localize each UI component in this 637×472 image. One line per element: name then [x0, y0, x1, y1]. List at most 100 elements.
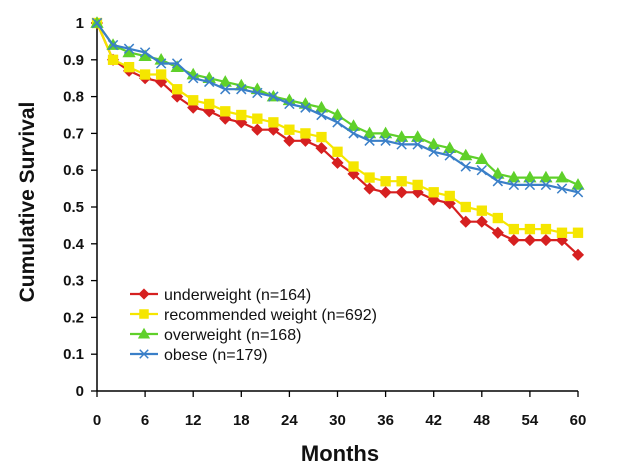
data-point — [411, 130, 425, 142]
legend-label: obese (n=179) — [164, 347, 268, 364]
data-point — [412, 179, 423, 191]
data-point — [508, 223, 520, 235]
data-point — [123, 61, 135, 73]
y-tick-label: 0.4 — [63, 236, 85, 253]
legend: underweight (n=164) recommended weight (n… — [130, 287, 377, 364]
data-point — [460, 161, 471, 172]
data-point — [523, 234, 536, 247]
data-point — [236, 109, 247, 121]
series-1 — [90, 16, 585, 261]
data-point — [476, 164, 488, 176]
data-point — [252, 113, 263, 124]
legend-entry: underweight (n=164) — [130, 287, 311, 304]
data-point — [459, 148, 473, 161]
data-point — [507, 234, 520, 247]
legend-entry: obese (n=179) — [130, 347, 268, 364]
x-tick-label: 6 — [141, 412, 149, 429]
data-point — [188, 95, 199, 106]
data-point — [412, 139, 423, 150]
data-point — [476, 205, 487, 216]
data-point — [363, 182, 376, 195]
x-tick-label: 42 — [425, 412, 442, 429]
data-point — [572, 227, 584, 238]
data-point — [220, 106, 231, 117]
y-tick-label: 0.1 — [63, 346, 84, 363]
data-point — [155, 58, 167, 69]
y-tick-label: 0.3 — [63, 273, 84, 290]
data-point — [251, 123, 264, 136]
data-point — [268, 91, 279, 102]
series-2 — [91, 17, 584, 238]
x-tick-label: 0 — [93, 412, 101, 429]
x-tick-label: 24 — [281, 412, 298, 429]
axes: 0 0.1 0.2 0.3 0.4 0.5 0.6 0.7 0.8 0.9 1 0 6 12 18 24 30 3… — [63, 15, 586, 429]
data-point — [556, 183, 568, 194]
data-point — [491, 226, 504, 239]
data-point — [316, 131, 327, 143]
data-point — [492, 212, 504, 224]
series-line — [95, 22, 578, 234]
data-point — [555, 170, 569, 183]
data-point — [236, 84, 247, 95]
data-point — [220, 84, 231, 95]
data-point — [428, 187, 439, 198]
data-point — [395, 186, 408, 199]
x-tick-label: 12 — [185, 412, 202, 429]
legend-entry: overweight (n=168) — [130, 327, 301, 344]
y-tick-label: 1 — [76, 15, 84, 32]
data-point — [491, 167, 505, 179]
data-point — [107, 39, 119, 51]
data-point — [171, 84, 183, 95]
legend-swatch-marker — [138, 288, 150, 300]
legend-label: recommended weight (n=692) — [164, 307, 377, 324]
data-point — [524, 223, 536, 235]
data-point — [540, 179, 552, 191]
x-tick-label: 36 — [377, 412, 394, 429]
data-point — [475, 215, 488, 228]
x-tick-label: 60 — [570, 412, 587, 429]
data-point — [444, 190, 455, 202]
data-point — [571, 178, 585, 190]
data-point — [459, 215, 472, 228]
data-point — [204, 98, 215, 110]
y-tick-label: 0.9 — [63, 52, 84, 69]
x-tick-label: 18 — [233, 412, 250, 429]
data-point — [284, 98, 295, 110]
data-point — [524, 179, 536, 191]
data-point — [348, 128, 359, 139]
data-point — [107, 54, 119, 65]
data-point — [362, 126, 377, 139]
data-point — [218, 75, 232, 87]
legend-label: underweight (n=164) — [164, 287, 311, 304]
y-tick-label: 0.5 — [63, 199, 84, 216]
data-point — [187, 72, 199, 84]
data-point — [332, 117, 343, 128]
data-point — [348, 161, 359, 172]
data-point — [572, 187, 584, 198]
legend-label: overweight (n=168) — [164, 327, 301, 344]
series-4 — [91, 17, 584, 198]
y-tick-label: 0.6 — [63, 162, 84, 179]
data-point — [268, 117, 279, 128]
data-point — [364, 135, 375, 146]
x-tick-label: 54 — [522, 412, 539, 429]
data-point — [284, 124, 295, 135]
series-line — [95, 22, 579, 256]
y-tick-label: 0.2 — [63, 309, 84, 326]
data-point — [394, 130, 409, 142]
x-axis-title: Months — [301, 441, 379, 466]
series-lines — [90, 16, 585, 261]
data-point — [155, 69, 167, 80]
data-point — [139, 47, 151, 58]
data-point — [330, 108, 345, 120]
data-point — [283, 134, 296, 147]
data-point — [379, 186, 392, 199]
data-point — [540, 223, 552, 235]
data-point — [300, 128, 311, 139]
data-point — [380, 176, 391, 187]
data-point — [460, 201, 471, 213]
data-point — [314, 100, 329, 113]
data-point — [443, 141, 457, 153]
